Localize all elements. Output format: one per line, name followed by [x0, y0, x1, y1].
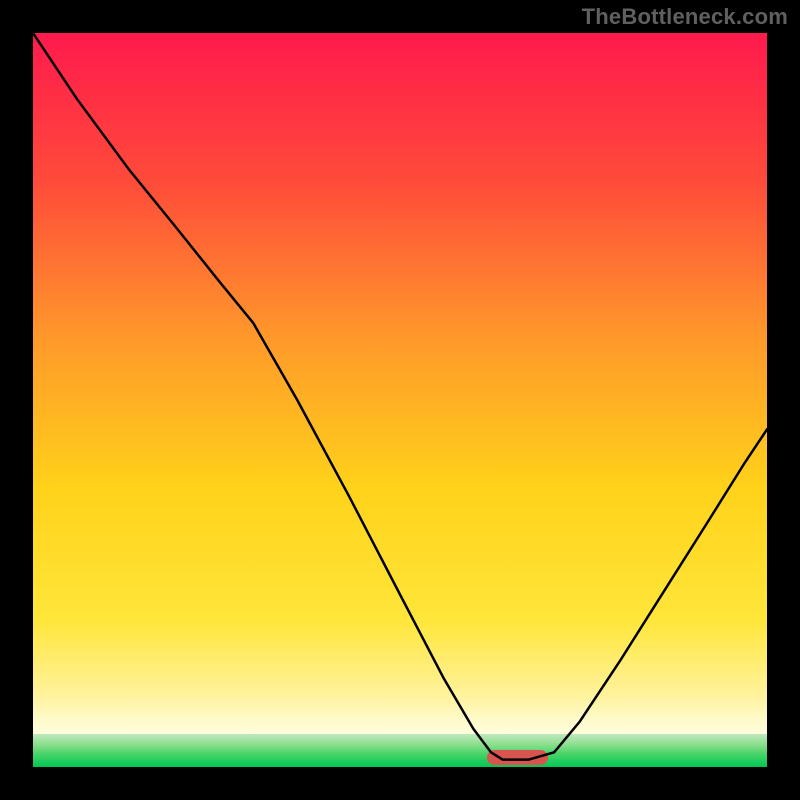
plot-area [33, 33, 767, 767]
watermark-text: TheBottleneck.com [582, 4, 788, 30]
curve-path [33, 33, 767, 760]
bottleneck-curve [33, 33, 767, 767]
chart-canvas: TheBottleneck.com [0, 0, 800, 800]
